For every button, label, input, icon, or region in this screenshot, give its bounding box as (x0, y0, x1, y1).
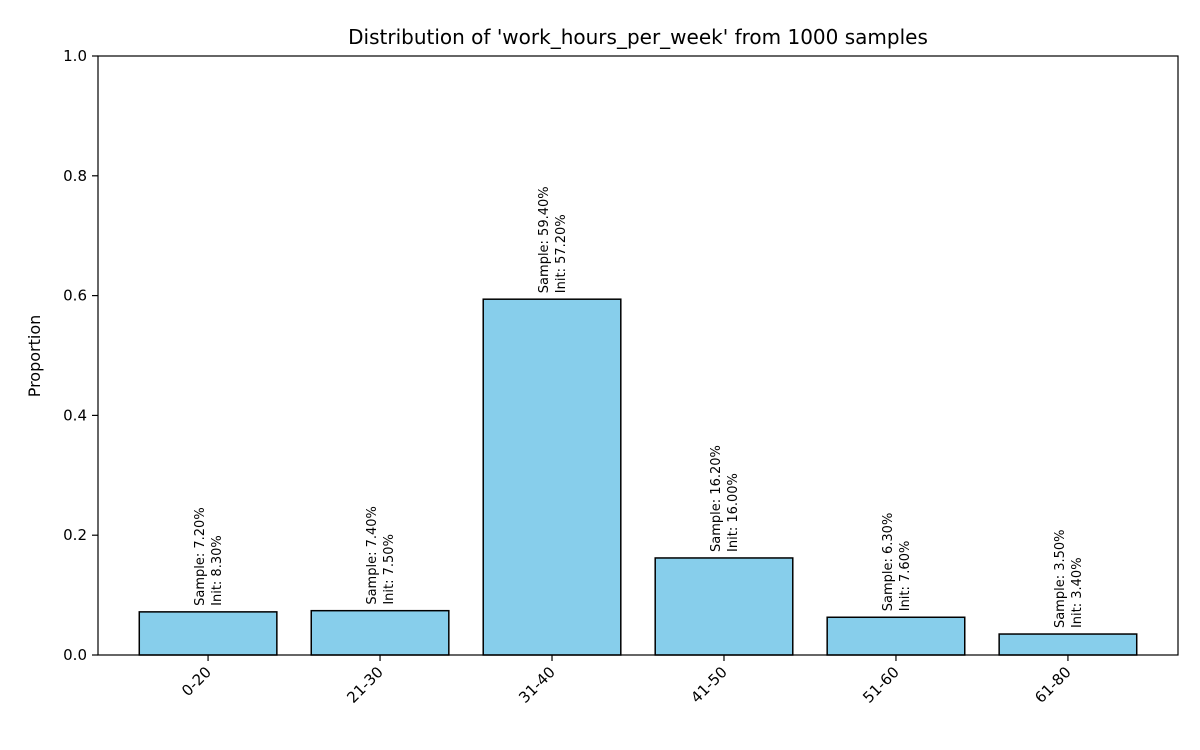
bar-label-sample: Sample: 7.40% (365, 506, 380, 605)
bar-31-40 (482, 298, 622, 656)
y-tick-label: 0.4 (63, 406, 87, 424)
bar-label-sample: Sample: 16.20% (709, 445, 724, 552)
y-axis: 0.0 0.2 0.4 0.6 0.8 1.0 (63, 47, 98, 664)
bar-61-80 (998, 633, 1138, 656)
bar-51-60 (826, 616, 966, 656)
bar-21-30 (310, 609, 450, 656)
y-axis-label: Proportion (25, 315, 44, 398)
y-tick-label: 0.2 (63, 526, 87, 544)
bar-label-init: Init: 7.50% (382, 534, 397, 605)
bar-label-init: Init: 57.20% (554, 214, 569, 293)
x-tick-label: 31-40 (515, 663, 559, 707)
bar-label-sample: Sample: 59.40% (537, 186, 552, 293)
x-tick-label: 21-30 (343, 663, 387, 707)
bar-label-21-30: Sample: 7.40% Init: 7.50% (365, 506, 397, 605)
bar-0-20 (138, 611, 278, 656)
bar-label-sample: Sample: 6.30% (881, 513, 896, 612)
y-tick-label: 0.6 (63, 287, 87, 305)
y-tick-label: 0.8 (63, 167, 87, 185)
x-tick-label: 0-20 (178, 663, 215, 700)
plot-frame (97, 55, 1179, 656)
bar-label-sample: Sample: 3.50% (1053, 529, 1068, 628)
bars-layer: Sample: 7.20% Init: 8.30% Sample: 7.40% Ini… (138, 186, 1138, 656)
bar-label-init: Init: 3.40% (1070, 557, 1085, 628)
bar-label-init: Init: 7.60% (898, 541, 913, 612)
bar-label-41-50: Sample: 16.20% Init: 16.00% (709, 445, 741, 552)
bar-label-init: Init: 16.00% (726, 473, 741, 552)
y-tick-label: 1.0 (63, 47, 87, 65)
x-tick-label: 61-80 (1031, 663, 1075, 707)
x-tick-label: 51-60 (859, 663, 903, 707)
bar-41-50 (654, 557, 794, 656)
bar-label-0-20: Sample: 7.20% Init: 8.30% (193, 507, 225, 606)
y-tick-label: 0.0 (63, 646, 87, 664)
x-axis: 0-20 21-30 31-40 41-50 51-60 61-80 (178, 655, 1075, 707)
bar-label-init: Init: 8.30% (210, 535, 225, 606)
bar-label-31-40: Sample: 59.40% Init: 57.20% (537, 186, 569, 293)
x-tick-label: 41-50 (687, 663, 731, 707)
bar-label-51-60: Sample: 6.30% Init: 7.60% (881, 513, 913, 612)
chart-title: Distribution of 'work_hours_per_week' fr… (348, 25, 928, 49)
bar-label-61-80: Sample: 3.50% Init: 3.40% (1053, 529, 1085, 628)
bar-label-sample: Sample: 7.20% (193, 507, 208, 606)
